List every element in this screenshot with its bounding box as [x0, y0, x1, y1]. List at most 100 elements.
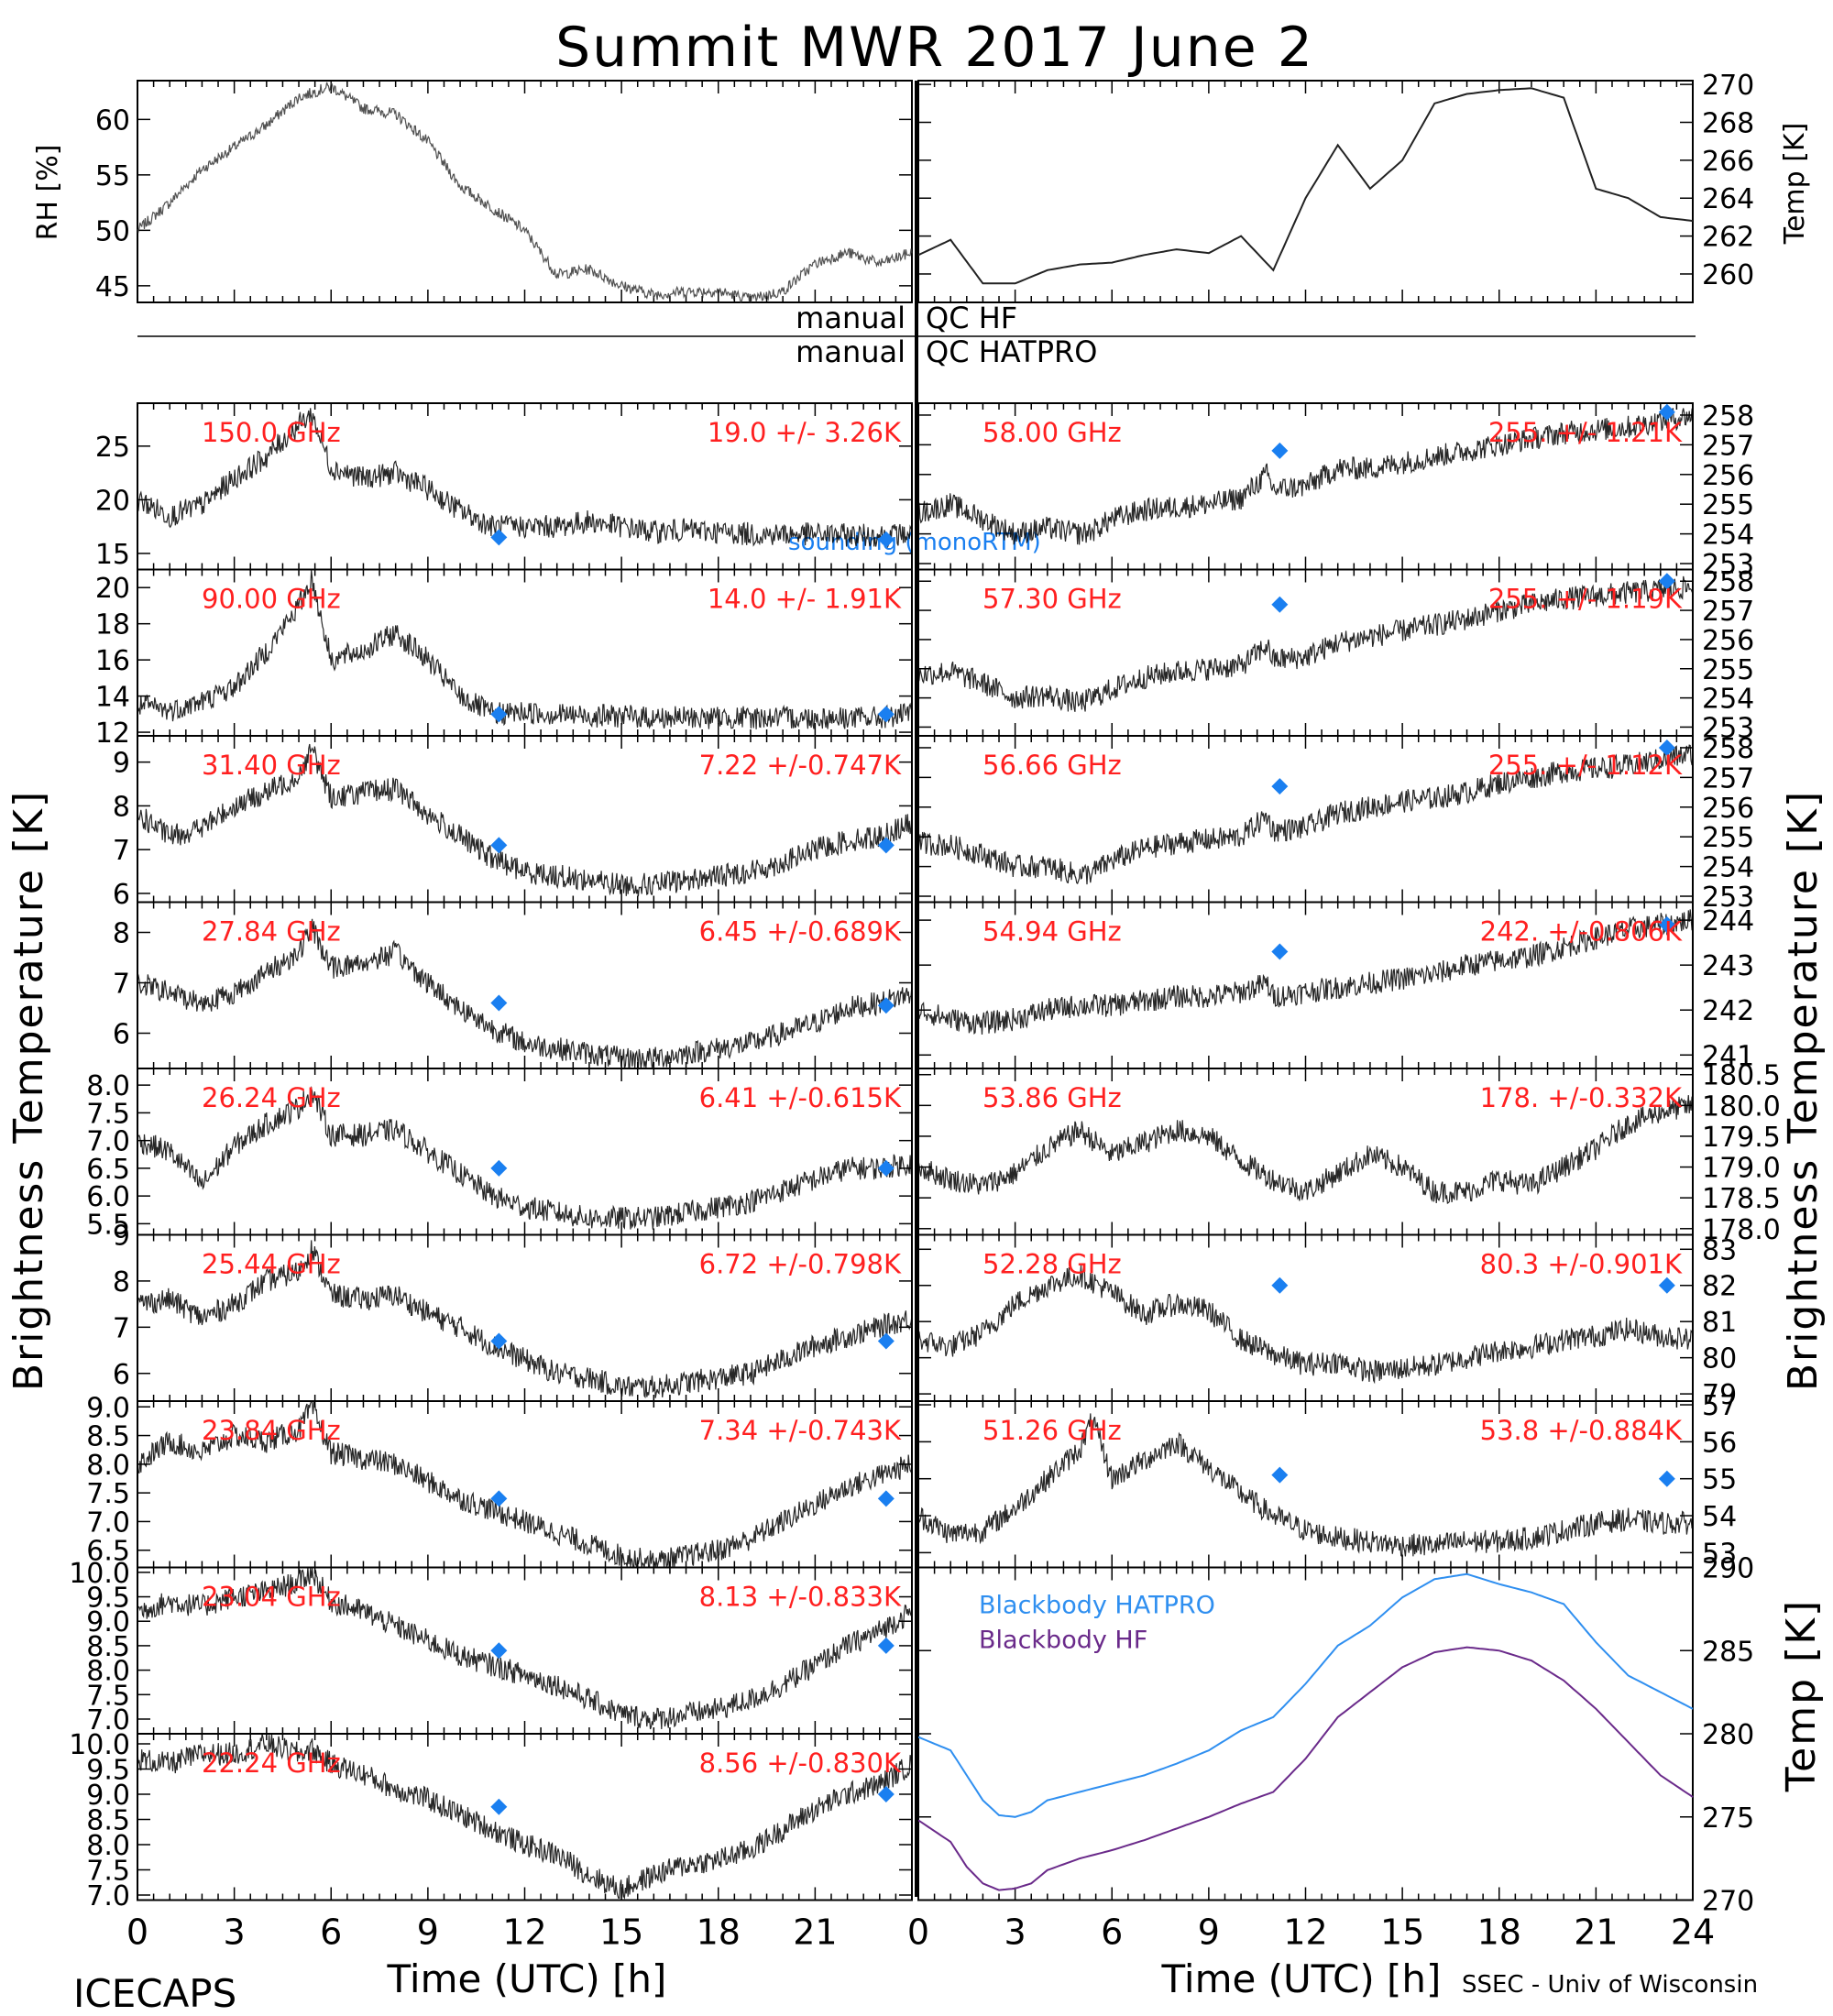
tb-left-panel-4-stats-label: 6.41 +/-0.615K — [699, 1082, 902, 1113]
tb-right-panel-6-ytick-label: 54 — [1702, 1501, 1737, 1533]
tb-right-panel-6-ytick-label: 56 — [1702, 1427, 1737, 1459]
x-tick-label-right: 6 — [1101, 1912, 1123, 1953]
tb-left-panel-4-ytick-label: 5.5 — [86, 1209, 130, 1241]
tb-left-panel-0-series-line — [137, 408, 913, 549]
temp-panel-ytick-label: 260 — [1702, 259, 1754, 291]
tb-left-panel-8-sounding-marker — [490, 1798, 508, 1815]
tb-left-panel-8-ytick-label: 9.0 — [86, 1780, 130, 1812]
tb-left-panel-1-ytick-label: 20 — [95, 573, 130, 605]
tb-right-panel-1-ytick-label: 254 — [1702, 684, 1754, 716]
tb-left-panel-6-stats-label: 7.34 +/-0.743K — [699, 1415, 902, 1446]
tb-left-panel-7-ytick-label: 9.5 — [86, 1583, 130, 1615]
tb-left-panel-3-ytick-label: 8 — [113, 918, 130, 950]
tb-right-panel-6-ytick-label: 55 — [1702, 1464, 1737, 1496]
tb-left-panel-4-sounding-marker — [490, 1159, 508, 1177]
sounding-legend: sounding (monoRTM) — [788, 529, 1041, 556]
tb-left-panel-7-freq-label: 23.04 GHz — [202, 1582, 341, 1613]
tb-left-panel-7-sounding-marker — [877, 1637, 895, 1654]
tb-right-panel-5-ytick-label: 80 — [1702, 1343, 1737, 1375]
tb-left-panel-6-sounding-marker — [877, 1490, 895, 1507]
x-tick-label-left: 12 — [502, 1912, 546, 1953]
tb-left-panel-5-ytick-label: 9 — [113, 1221, 130, 1253]
legend-hf: Blackbody HF — [979, 1627, 1147, 1655]
tb-right-panel-2-sounding-marker — [1658, 739, 1675, 756]
tb-left-axis-title: Brightness Temperature [K] — [5, 790, 52, 1391]
tb-right-panel-2-sounding-marker — [1271, 778, 1289, 795]
tb-right-panel-3-sounding-marker — [1271, 943, 1289, 960]
tb-right-panel-5-sounding-marker — [1271, 1276, 1289, 1294]
tb-left-panel-6-ytick-label: 8.5 — [86, 1421, 130, 1453]
tb-right-panel-0-sounding-marker — [1271, 442, 1289, 459]
tb-left-panel-3-series-line — [137, 918, 913, 1069]
tb-right-panel-5-stats-label: 80.3 +/-0.901K — [1480, 1249, 1683, 1280]
tb-left-panel-4-ytick-label: 7.0 — [86, 1126, 130, 1158]
tb-right-panel-3-freq-label: 54.94 GHz — [982, 916, 1122, 948]
rh-axis-title: RH [%] — [32, 145, 64, 241]
tb-left-panel-5-ytick-label: 6 — [113, 1359, 130, 1391]
tb-left-panel-6-ytick-label: 6.5 — [86, 1536, 130, 1568]
blackbody-panel-ytick-label: 275 — [1702, 1802, 1754, 1835]
tb-left-panel-6-series-line — [137, 1400, 913, 1569]
rh-panel-series-line — [137, 81, 913, 303]
x-tick-label-left: 18 — [697, 1912, 741, 1953]
tb-right-panel-6-sounding-marker — [1271, 1466, 1289, 1484]
x-axis-title-right: Time (UTC) [h] — [1161, 1956, 1442, 2001]
tb-left-panel-6-ytick-label: 7.0 — [86, 1507, 130, 1539]
tb-left-panel-2-stats-label: 7.22 +/-0.747K — [699, 750, 902, 781]
tb-right-panel-4-ytick-label: 180.0 — [1702, 1090, 1781, 1123]
tb-left-panel-0-ytick-label: 20 — [95, 485, 130, 517]
temp-panel-ytick-label: 264 — [1702, 183, 1754, 215]
tb-left-panel-1-ytick-label: 16 — [95, 645, 130, 677]
tb-right-panel-2-freq-label: 56.66 GHz — [982, 750, 1122, 781]
tb-left-panel-5-stats-label: 6.72 +/-0.798K — [699, 1249, 902, 1280]
tb-right-panel-1-series-line — [917, 575, 1694, 712]
tb-left-panel-8-ytick-label: 8.5 — [86, 1805, 130, 1837]
tb-left-panel-8-ytick-label: 7.5 — [86, 1856, 130, 1888]
tb-left-panel-7-stats-label: 8.13 +/-0.833K — [699, 1582, 902, 1613]
x-tick-label-right: 24 — [1671, 1912, 1715, 1953]
x-tick-label-left: 15 — [599, 1912, 643, 1953]
tb-right-panel-3-ytick-label: 241 — [1702, 1040, 1754, 1072]
tb-right-panel-3-ytick-label: 242 — [1702, 995, 1754, 1027]
x-tick-label-left: 3 — [224, 1912, 246, 1953]
tb-left-panel-2-ytick-label: 9 — [113, 748, 130, 780]
tb-right-panel-3-ytick-label: 243 — [1702, 950, 1754, 982]
rh-panel-ytick-label: 60 — [95, 104, 130, 137]
tb-right-panel-2-ytick-label: 254 — [1702, 852, 1754, 884]
tb-right-axis-title: Brightness Temperature [K] — [1780, 790, 1827, 1391]
x-axis-title-left: Time (UTC) [h] — [387, 1956, 667, 2001]
qc-hf-label: QC HF — [926, 301, 1017, 335]
figure-title: Summit MWR 2017 June 2 — [555, 16, 1314, 80]
tb-left-panel-1-ytick-label: 14 — [95, 682, 130, 714]
tb-left-panel-8-series-line — [137, 1733, 913, 1900]
tb-right-panel-4-stats-label: 178. +/-0.332K — [1480, 1082, 1683, 1113]
tb-right-panel-1-stats-label: 255. +/- 1.19K — [1488, 584, 1683, 615]
tb-left-panel-8-sounding-marker — [877, 1786, 895, 1802]
tb-left-panel-8-ytick-label: 7.0 — [86, 1880, 130, 1912]
tb-right-panel-5-series-line — [917, 1265, 1694, 1385]
blackbody-panel-ytick-label: 290 — [1702, 1553, 1754, 1585]
tb-right-panel-4-ytick-label: 178.0 — [1702, 1214, 1781, 1246]
tb-right-panel-2-ytick-label: 253 — [1702, 882, 1754, 914]
qc-hatpro-manual-label: manual — [796, 334, 906, 369]
tb-left-panel-4-freq-label: 26.24 GHz — [202, 1082, 341, 1113]
tb-left-panel-0-ytick-label: 25 — [95, 432, 130, 464]
blackbody-panel-ytick-label: 285 — [1702, 1636, 1754, 1668]
tb-right-panel-6-ytick-label: 57 — [1702, 1390, 1737, 1422]
temp-panel-ytick-label: 268 — [1702, 108, 1754, 140]
tb-right-panel-3-series-line — [917, 909, 1694, 1035]
tb-left-panel-7-ytick-label: 8.5 — [86, 1631, 130, 1663]
tb-left-panel-5-ytick-label: 8 — [113, 1266, 130, 1298]
tb-left-panel-4-ytick-label: 7.5 — [86, 1098, 130, 1130]
tb-right-panel-6-stats-label: 53.8 +/-0.884K — [1480, 1415, 1683, 1446]
temp-panel-ytick-label: 266 — [1702, 146, 1754, 178]
tb-left-panel-8-ytick-label: 10.0 — [69, 1729, 130, 1761]
tb-right-panel-1-ytick-label: 253 — [1702, 712, 1754, 744]
tb-left-panel-8-freq-label: 22.24 GHz — [202, 1748, 341, 1779]
tb-right-panel-0-freq-label: 58.00 GHz — [982, 417, 1122, 448]
tb-left-panel-5-sounding-marker — [877, 1332, 895, 1350]
tb-left-panel-7-series-line — [137, 1567, 913, 1730]
tb-right-panel-4-freq-label: 53.86 GHz — [982, 1082, 1122, 1113]
tb-left-panel-3-sounding-marker — [490, 994, 508, 1012]
